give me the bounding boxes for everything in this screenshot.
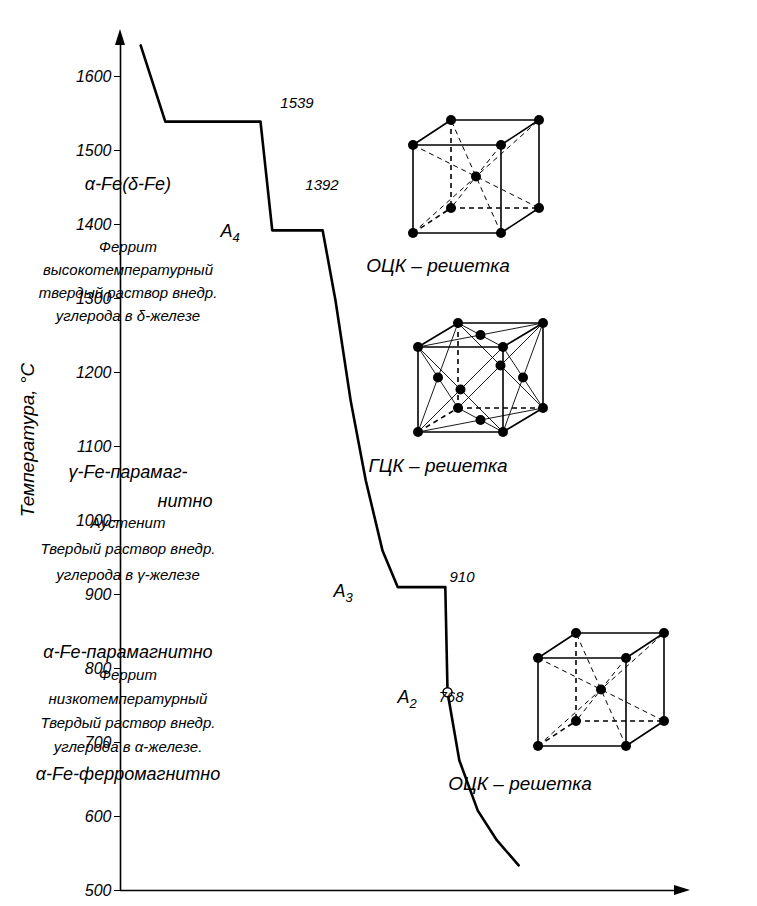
- svg-text:768: 768: [438, 688, 464, 705]
- svg-text:1400: 1400: [76, 216, 112, 233]
- svg-text:Температура, °С: Температура, °С: [17, 363, 38, 518]
- svg-text:углерода в γ-железе: углерода в γ-железе: [55, 566, 199, 583]
- svg-text:α-Fe(δ-Fe): α-Fe(δ-Fe): [85, 174, 171, 194]
- svg-text:1200: 1200: [76, 364, 112, 381]
- svg-text:Феррит: Феррит: [99, 238, 157, 255]
- svg-text:нитно: нитно: [158, 491, 213, 511]
- svg-text:Аустенит: Аустенит: [90, 514, 166, 531]
- svg-text:ОЦК – решетка: ОЦК – решетка: [366, 255, 510, 276]
- svg-text:910: 910: [449, 568, 475, 585]
- svg-text:Феррит: Феррит: [99, 666, 157, 683]
- svg-text:Твердый раствор внедр.: Твердый раствор внедр.: [41, 714, 216, 731]
- svg-text:высокотемпературный: высокотемпературный: [43, 261, 214, 278]
- svg-text:A4: A4: [219, 221, 239, 245]
- svg-text:A2: A2: [396, 687, 417, 711]
- svg-text:1539: 1539: [280, 94, 314, 111]
- svg-text:α-Fe-парамагнитно: α-Fe-парамагнитно: [43, 642, 212, 662]
- svg-text:углерода в δ-железе: углерода в δ-железе: [55, 307, 200, 324]
- svg-text:твердый раствор внедр.: твердый раствор внедр.: [39, 284, 218, 301]
- svg-text:1600: 1600: [76, 68, 112, 85]
- svg-text:600: 600: [85, 808, 112, 825]
- svg-text:A3: A3: [332, 581, 353, 605]
- svg-text:1392: 1392: [305, 176, 339, 193]
- svg-text:Твердый раствор внедр.: Твердый раствор внедр.: [41, 540, 216, 557]
- svg-text:ОЦК – решетка: ОЦК – решетка: [448, 773, 592, 794]
- svg-text:500: 500: [85, 882, 112, 899]
- svg-text:1500: 1500: [76, 142, 112, 159]
- svg-text:низкотемпературный: низкотемпературный: [49, 690, 209, 707]
- svg-text:900: 900: [85, 586, 112, 603]
- svg-text:α-Fe-ферромагнитно: α-Fe-ферромагнитно: [36, 764, 221, 784]
- svg-text:ГЦК – решетка: ГЦК – решетка: [368, 455, 507, 476]
- svg-text:углерода в α-железе.: углерода в α-железе.: [53, 738, 203, 755]
- svg-text:1100: 1100: [77, 438, 112, 455]
- svg-text:γ-Fe-парамаг-: γ-Fe-парамаг-: [68, 462, 187, 482]
